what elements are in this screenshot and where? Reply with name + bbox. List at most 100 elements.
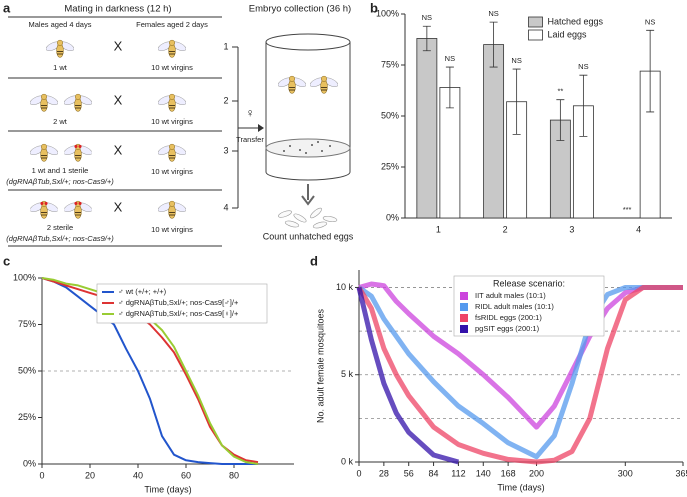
row-number: 4: [223, 202, 228, 212]
legend-label: Laid eggs: [548, 29, 588, 39]
count-label: Count unhatched eggs: [263, 231, 354, 241]
error-bar: [646, 29, 655, 113]
genotype: (dgRNAβTub,Sxl/+; nos-Cas9/+): [6, 234, 114, 243]
bar: [416, 38, 438, 219]
significance-label: NS: [578, 62, 588, 71]
male-label: 1 wt and 1 sterile: [32, 166, 89, 175]
legend-label: ♂ dgRNAβTub,Sxl/+; nos-Cas9[♂]/+: [118, 298, 239, 307]
legend-box: [96, 283, 268, 324]
panel-label: a: [3, 0, 11, 15]
fly: [158, 93, 186, 112]
significance-label: NS: [445, 54, 455, 63]
error-bar: [512, 68, 521, 135]
bracket: [232, 46, 262, 209]
x-tick-label: 0: [39, 470, 44, 480]
cage: [265, 33, 351, 181]
fly: [158, 39, 186, 58]
male-label: 1 wt: [53, 63, 68, 72]
legend-label: fsRIDL eggs (200:1): [475, 313, 542, 322]
fly: [158, 200, 186, 219]
significance-label: **: [557, 87, 563, 96]
y-tick-label: 5 k: [341, 369, 354, 379]
error-bar: [422, 25, 431, 52]
female-label: 10 wt virgins: [151, 63, 193, 72]
legend-swatch: [460, 314, 468, 322]
cross: X: [114, 199, 123, 214]
cross: X: [114, 92, 123, 107]
significance-label: ***: [623, 205, 632, 214]
x-tick-label: 80: [229, 470, 239, 480]
legend-label: pgSIT eggs (200:1): [475, 324, 540, 333]
y-axis-label: No. adult female mosquitoes: [315, 308, 325, 423]
y-tick-label: 25%: [18, 412, 36, 422]
x-tick-label: 3: [569, 224, 574, 234]
y-tick-label: 100%: [376, 8, 399, 18]
x-tick-label: 56: [404, 468, 414, 478]
row-number: 3: [223, 145, 228, 155]
significance-label: NS: [422, 13, 432, 22]
error-bar: [556, 99, 565, 141]
y-tick-label: 50%: [18, 365, 36, 375]
legend-label: Hatched eggs: [548, 16, 604, 26]
panel-a: a Mating in darkness (12 h) Embryo colle…: [3, 0, 354, 247]
x-tick-label: 168: [501, 468, 516, 478]
error-bar: [579, 74, 588, 137]
legend-label: IIT adult males (10:1): [475, 291, 546, 300]
x-tick-label: 140: [476, 468, 491, 478]
x-axis-label: Time (days): [144, 484, 191, 494]
x-axis-label: Time (days): [497, 482, 544, 492]
significance-label: NS: [488, 9, 498, 18]
legend-swatch: [460, 303, 468, 311]
y-tick-label: 100%: [13, 272, 36, 282]
y-tick-label: 75%: [18, 319, 36, 329]
y-tick-label: 0 k: [341, 456, 354, 466]
legend-box: [453, 275, 605, 337]
error-bar: [489, 21, 498, 68]
cross: X: [114, 142, 123, 157]
y-tick-label: 75%: [381, 59, 399, 69]
row-number: 1: [223, 41, 228, 51]
legend-swatch: [528, 16, 543, 28]
legend-label: ♂ dgRNAβTub,Sxl/+; nos-Cas9[♀]/+: [118, 309, 239, 318]
sterile-fly: [63, 201, 94, 219]
row-number: 2: [223, 95, 228, 105]
y-tick-label: 0%: [386, 212, 399, 222]
diagram-title: Mating in darkness (12 h): [64, 4, 171, 15]
x-tick-label: 4: [636, 224, 641, 234]
legend-label: ♂ wt (+/+; +/+): [118, 287, 167, 296]
x-tick-label: 1: [436, 224, 441, 234]
male-label: 2 wt: [53, 117, 68, 126]
legend-swatch: [460, 292, 468, 300]
x-tick-label: 20: [85, 470, 95, 480]
x-tick-label: 300: [618, 468, 633, 478]
legend-swatch: [528, 29, 543, 41]
legend-title: Release scenario:: [493, 278, 565, 288]
x-tick-label: 112: [451, 468, 465, 478]
series-line: [356, 286, 460, 465]
diagram-title: Embryo collection (36 h): [249, 4, 351, 15]
genotype: (dgRNAβTub,Sxl/+; nos-Cas9/+): [6, 177, 114, 186]
panel-label: b: [370, 0, 378, 15]
fly: [46, 39, 74, 58]
significance-label: NS: [511, 56, 521, 65]
series-line: [357, 285, 683, 460]
y-tick-label: 10 k: [336, 282, 354, 292]
fly: [30, 93, 58, 112]
female-label: 10 wt virgins: [151, 167, 193, 176]
x-tick-label: 2: [503, 224, 508, 234]
y-tick-label: 25%: [381, 161, 399, 171]
transfer-label: Transfer: [236, 135, 264, 144]
x-tick-label: 365: [675, 468, 687, 478]
arrow: [301, 184, 315, 206]
series-line: [356, 285, 683, 465]
female-label: 10 wt virgins: [151, 117, 193, 126]
fly: [64, 93, 92, 112]
arrow-head: [258, 124, 264, 132]
series-line: [41, 277, 258, 465]
x-tick-label: 0: [356, 468, 361, 478]
x-tick-label: 40: [133, 470, 143, 480]
column-header: Females aged 2 days: [136, 20, 208, 29]
fly: [158, 143, 186, 162]
fly: [30, 143, 58, 162]
panel-label: c: [3, 253, 10, 268]
